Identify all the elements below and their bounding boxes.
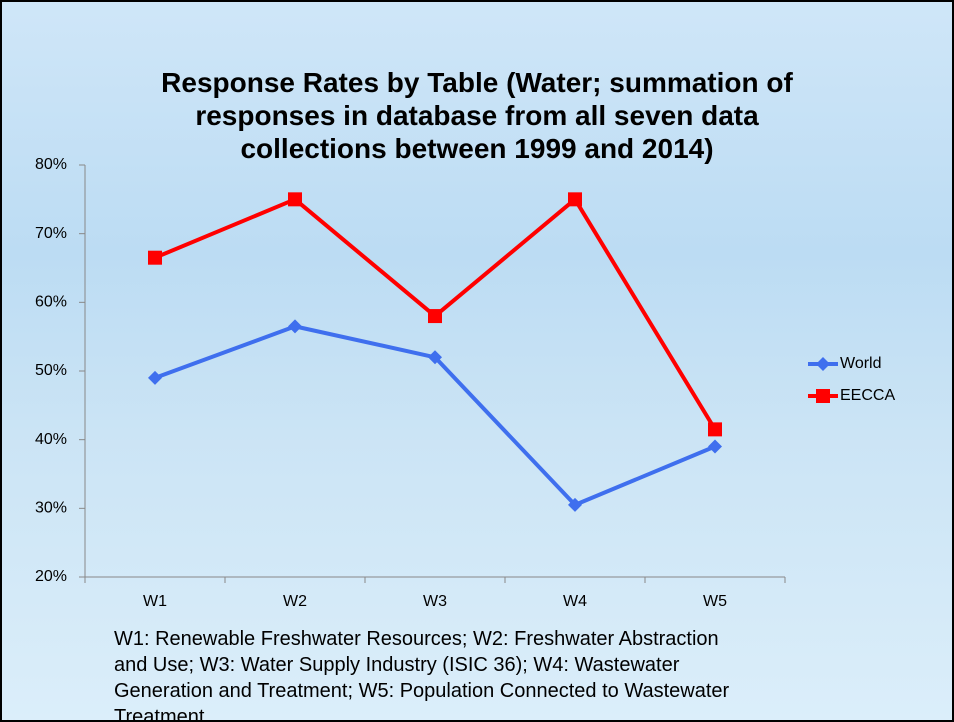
data-point (568, 497, 582, 512)
y-tick-label: 20% (35, 568, 67, 585)
y-tick-label: 50% (35, 362, 67, 379)
y-tick-label: 70% (35, 225, 67, 242)
x-tick-label: W4 (563, 593, 587, 610)
data-point (148, 370, 162, 385)
chart-title: Response Rates by Table (Water; summatio… (161, 67, 793, 164)
legend-label: EECCA (840, 387, 895, 404)
x-tick-label: W3 (423, 593, 447, 610)
x-tick-label: W1 (143, 593, 167, 610)
y-tick-label: 30% (35, 500, 67, 517)
x-tick-label: W5 (703, 593, 727, 610)
x-tick-label: W2 (283, 593, 307, 610)
data-point (568, 192, 582, 207)
data-point (288, 192, 302, 207)
y-tick-label: 80% (35, 156, 67, 173)
data-point (428, 350, 442, 365)
data-point (288, 319, 302, 334)
data-point (708, 439, 722, 454)
annotation: W1: Renewable Freshwater Resources; W2: … (114, 628, 730, 722)
legend-label: World (840, 355, 882, 372)
y-tick-label: 60% (35, 294, 67, 311)
legend-marker (816, 389, 830, 403)
data-point (708, 422, 722, 437)
data-point (428, 309, 442, 324)
y-tick-label: 40% (35, 431, 67, 448)
legend-marker (816, 357, 830, 371)
data-point (148, 250, 162, 265)
